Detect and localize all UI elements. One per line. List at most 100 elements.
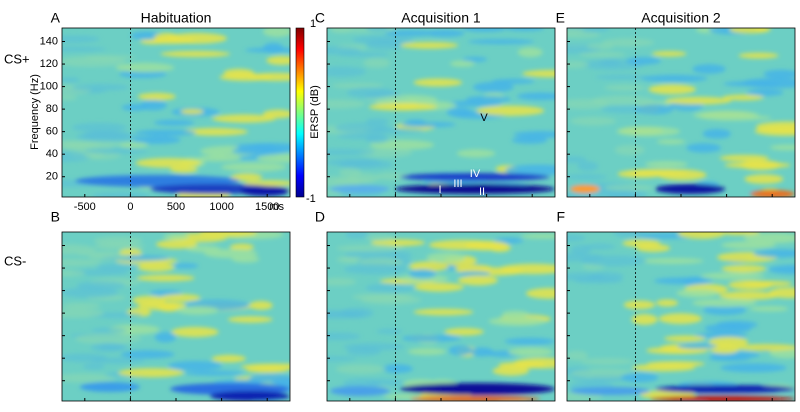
heatmap-blob: [381, 364, 413, 374]
heatmap-blob: [742, 280, 793, 287]
row-label: CS+: [4, 51, 30, 66]
heatmap-blob: [567, 60, 590, 69]
heatmap-blob: [400, 42, 459, 49]
heatmap-blob: [256, 153, 290, 163]
panel-title: Acquisition 2: [641, 10, 721, 26]
y-tick-label: 40: [46, 148, 58, 160]
heatmap-blob: [491, 78, 535, 84]
heatmap-band: [80, 382, 140, 392]
heatmap-blob: [626, 169, 689, 176]
y-tick-label: 140: [40, 35, 58, 47]
heatmap-blob: [720, 363, 787, 373]
heatmap-blob: [517, 47, 543, 58]
heatmap-band: [210, 391, 290, 401]
heatmap-texture: [327, 28, 555, 197]
heatmap-blob: [62, 35, 100, 43]
heatmap-blob: [71, 122, 128, 133]
heatmap-blob: [729, 28, 768, 34]
heatmap-blob: [119, 141, 149, 149]
heatmap-blob: [166, 32, 228, 44]
colorbar-tick-label: -1: [306, 193, 316, 205]
heatmap-blob: [746, 89, 784, 97]
heatmap-blob: [735, 343, 795, 351]
heatmap-blob: [172, 263, 199, 269]
heatmap-blob: [358, 147, 413, 158]
heatmap-blob: [465, 95, 511, 103]
heatmap-blob: [449, 60, 475, 67]
heatmap-blob: [407, 347, 447, 356]
heatmap-blob: [755, 121, 795, 133]
panel-label: A: [51, 10, 61, 26]
heatmap-blob: [262, 28, 290, 37]
heatmap-blob: [501, 310, 529, 318]
heatmap-blob: [221, 162, 287, 172]
heatmap-blob: [446, 107, 473, 118]
heatmap-texture: [567, 232, 795, 401]
heatmap-blob: [135, 158, 202, 168]
heatmap-blob: [219, 73, 273, 81]
heatmap-blob: [583, 243, 616, 250]
heatmap-blob: [426, 252, 466, 263]
y-tick-label: 120: [40, 58, 58, 70]
heatmap-blob: [343, 264, 408, 275]
heatmap-blob: [203, 248, 258, 259]
heatmap-blob: [118, 368, 184, 378]
heatmap-blob: [655, 299, 679, 307]
heatmap-blob: [682, 276, 707, 287]
heatmap-blob: [470, 347, 494, 357]
heatmap-blob: [136, 274, 195, 282]
heatmap-blob: [721, 241, 776, 250]
heatmap-blob: [448, 345, 473, 356]
heatmap-blob: [62, 46, 107, 52]
heatmap-blob: [62, 77, 80, 83]
heatmap-blob: [704, 323, 752, 334]
heatmap-blob: [604, 84, 647, 91]
heatmap-blob: [331, 82, 384, 89]
heatmap-blob: [567, 350, 588, 361]
heatmap-blob: [749, 306, 789, 312]
heatmap-blob: [465, 240, 508, 251]
heatmap-blob: [327, 158, 382, 167]
heatmap-blob: [462, 28, 508, 33]
heatmap-blob: [171, 326, 219, 338]
heatmap-blob: [157, 303, 181, 312]
heatmap-band: [570, 185, 600, 193]
x-tick-label: 500: [167, 201, 185, 213]
heatmap-blob: [625, 57, 662, 65]
heatmap-blob: [570, 244, 592, 255]
heatmap-blob: [98, 343, 128, 351]
heatmap-blob: [231, 147, 287, 155]
heatmap-blob: [472, 81, 514, 93]
heatmap-texture: [567, 28, 795, 197]
heatmap-blob: [137, 262, 175, 272]
heatmap-blob: [686, 143, 721, 153]
panel-label: D: [315, 209, 325, 225]
heatmap-blob: [580, 357, 634, 365]
heatmap-blob: [567, 30, 601, 39]
heatmap-blob: [567, 252, 604, 262]
heatmap-blob: [115, 62, 175, 73]
heatmap-blob: [346, 347, 381, 357]
panel-title: Acquisition 1: [401, 10, 481, 26]
heatmap-band: [330, 185, 390, 193]
heatmap-blob: [130, 31, 163, 40]
heatmap-blob: [641, 74, 708, 83]
heatmap-blob: [505, 164, 555, 176]
heatmap-blob: [579, 51, 626, 58]
heatmap-blob: [74, 333, 142, 345]
heatmap-blob: [414, 282, 464, 292]
heatmap-blob: [184, 370, 244, 376]
heatmap-blob: [719, 291, 779, 300]
heatmap-blob: [457, 275, 498, 286]
y-tick-label: 80: [46, 103, 58, 115]
heatmap-blob: [336, 256, 364, 263]
y-tick-label: 60: [46, 126, 58, 138]
heatmap-blob: [599, 58, 621, 66]
heatmap-blob: [692, 298, 757, 308]
heatmap-blob: [651, 51, 687, 57]
heatmap-blob: [413, 308, 474, 316]
heatmap-blob: [335, 364, 387, 375]
heatmap-blob: [327, 356, 357, 362]
